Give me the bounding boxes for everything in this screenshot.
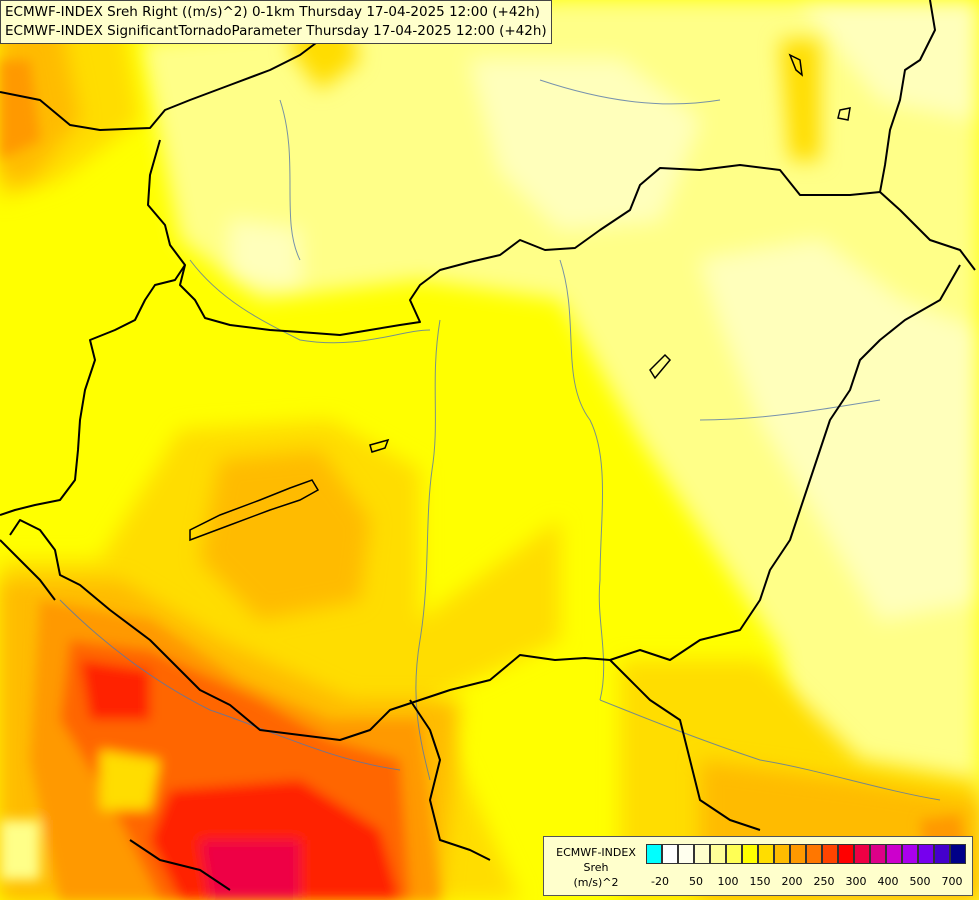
- legend-swatch: [710, 844, 726, 864]
- title-line-stp: ECMWF-INDEX SignificantTornadoParameter …: [5, 23, 547, 39]
- legend-tick-label: -20: [651, 875, 669, 888]
- legend-tick-label: 400: [877, 875, 899, 888]
- legend-tick-label: 50: [689, 875, 703, 888]
- field-layer-hot: [0, 60, 965, 900]
- legend-swatch: [790, 844, 806, 864]
- legend-tick-label: 250: [813, 875, 835, 888]
- legend-swatch: [934, 844, 950, 864]
- map-title-box: ECMWF-INDEX Sreh Right ((m/s)^2) 0-1km T…: [0, 0, 552, 44]
- legend-title: ECMWF-INDEX Sreh (m/s)^2: [548, 845, 644, 890]
- legend-title-param: Sreh: [583, 861, 609, 874]
- legend-swatch: [678, 844, 694, 864]
- legend-swatch: [646, 844, 662, 864]
- legend-tick-label: 100: [717, 875, 739, 888]
- legend-swatch: [726, 844, 742, 864]
- legend-swatch: [774, 844, 790, 864]
- legend-tick-label: 500: [909, 875, 931, 888]
- color-legend: ECMWF-INDEX Sreh (m/s)^2 -20 50 100 150 200 2…: [543, 836, 973, 896]
- legend-swatch: [950, 844, 966, 864]
- legend-swatch: [854, 844, 870, 864]
- legend-swatch: [694, 844, 710, 864]
- legend-swatch: [902, 844, 918, 864]
- legend-swatch: [870, 844, 886, 864]
- legend-swatch: [838, 844, 854, 864]
- legend-title-model: ECMWF-INDEX: [556, 846, 636, 859]
- legend-swatch: [806, 844, 822, 864]
- legend-swatch: [886, 844, 902, 864]
- legend-swatches: [646, 844, 966, 864]
- legend-tick-label: 700: [941, 875, 963, 888]
- title-line-sreh: ECMWF-INDEX Sreh Right ((m/s)^2) 0-1km T…: [5, 4, 540, 20]
- legend-tick-label: 200: [781, 875, 803, 888]
- legend-swatch: [822, 844, 838, 864]
- legend-tick-label: 150: [749, 875, 771, 888]
- legend-title-unit: (m/s)^2: [573, 876, 619, 889]
- lakes: [189, 53, 851, 542]
- legend-swatch: [758, 844, 774, 864]
- legend-swatch: [918, 844, 934, 864]
- legend-tick-label: 300: [845, 875, 867, 888]
- legend-swatch: [662, 844, 678, 864]
- legend-ticks: -20 50 100 150 200 250 300 400 500 700: [646, 875, 970, 889]
- legend-swatch: [742, 844, 758, 864]
